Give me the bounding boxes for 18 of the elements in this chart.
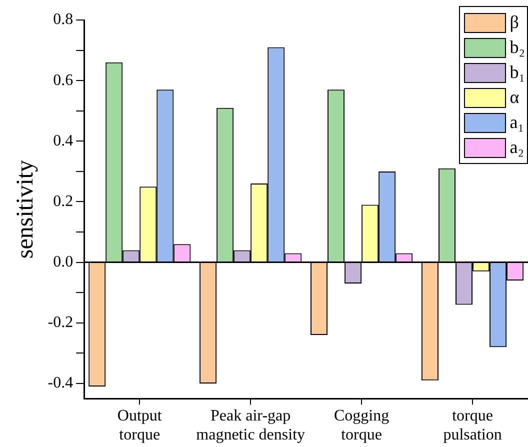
x-tick-label: Cogging torque [334, 407, 390, 444]
legend-label: b₁ [510, 62, 525, 83]
y-tick-label: 0.6 [53, 72, 74, 89]
x-tick-label: Output torque [117, 407, 162, 444]
legend-label: α [510, 87, 520, 108]
legend-label: b₂ [510, 37, 525, 58]
legend-label: a₂ [510, 137, 524, 158]
y-tick-label: -0.4 [48, 374, 74, 392]
x-tick-label: Peak air-gap magnetic density [196, 407, 306, 444]
y-axis-title: sensitivity [12, 160, 39, 259]
legend-label: a₁ [510, 112, 524, 133]
y-tick-label: -0.2 [48, 314, 74, 332]
y-tick-label: 0.0 [53, 254, 74, 271]
legend-label: β [510, 12, 519, 33]
x-tick-label: torque pulsation [443, 407, 502, 444]
y-tick-label: 0.8 [53, 11, 74, 28]
y-tick-label: 0.2 [53, 192, 74, 210]
y-tick-label: 0.4 [53, 132, 74, 150]
